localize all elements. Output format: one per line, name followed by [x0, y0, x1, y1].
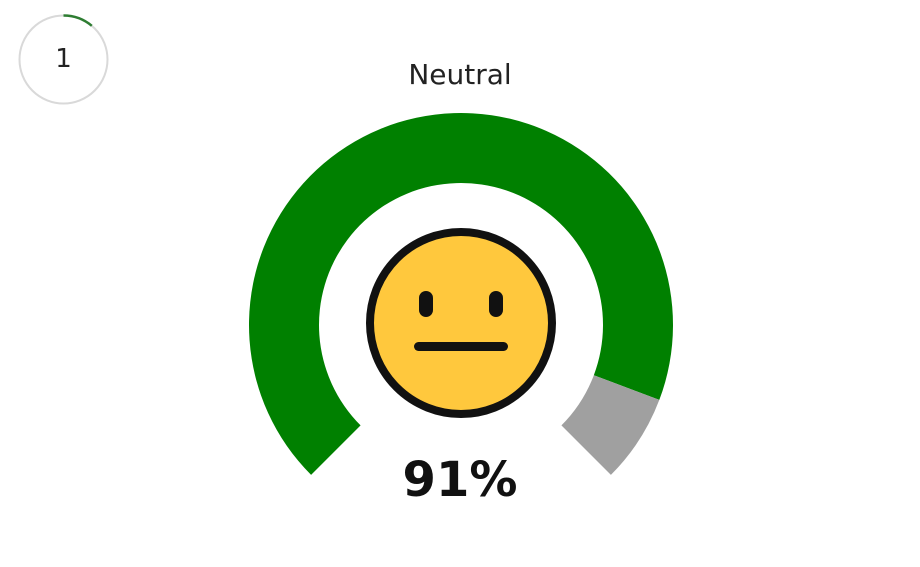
progress-ring — [18, 14, 109, 105]
question-number: 1 — [55, 44, 72, 74]
gauge-label: Neutral — [408, 58, 512, 91]
left-eye — [419, 291, 433, 317]
mouth — [414, 342, 508, 351]
right-eye — [489, 291, 503, 317]
neutral-face-icon — [366, 228, 556, 418]
gauge-remainder-arc — [561, 375, 660, 475]
gauge-value: 91% — [402, 452, 518, 508]
progress-ring-arc — [63, 14, 93, 27]
gauge-fill-arc — [249, 112, 674, 475]
question-counter: 1 — [17, 13, 110, 106]
face-circle — [366, 228, 556, 418]
